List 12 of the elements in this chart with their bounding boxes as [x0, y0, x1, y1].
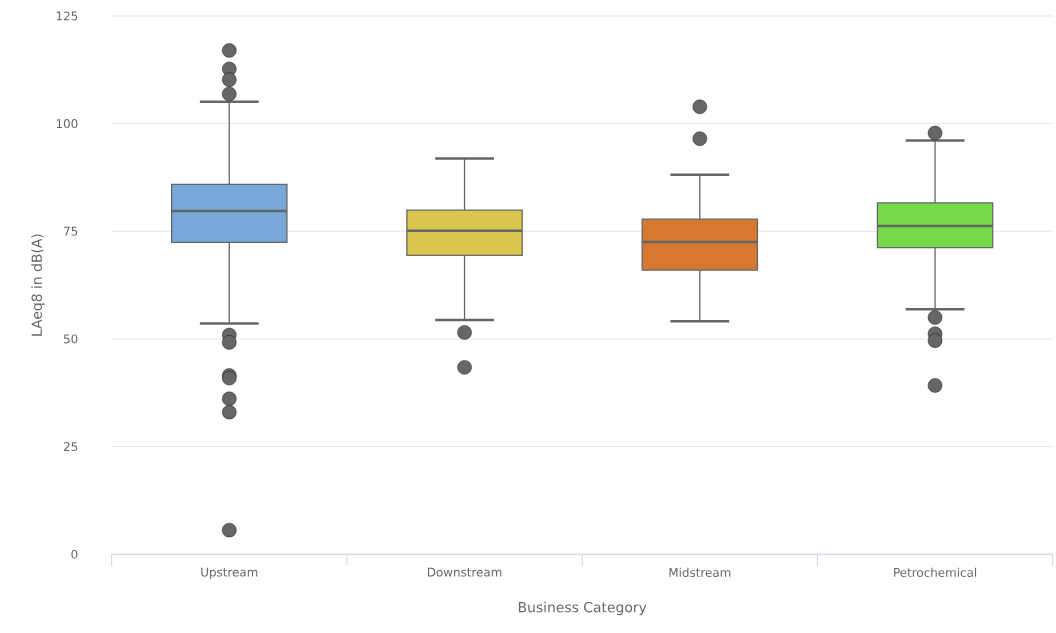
x-axis-title: Business Category — [518, 601, 647, 616]
x-tick-label: Petrochemical — [894, 567, 977, 577]
x-tick-label: Downstream — [427, 567, 502, 577]
x-tick-label: Upstream — [201, 567, 258, 579]
y-tick-label: 0 — [71, 549, 78, 559]
y-axis-title: LAeq8 in dB(A) — [31, 234, 45, 336]
y-tick-label: 75 — [64, 226, 78, 236]
y-tick-label: 125 — [56, 11, 78, 21]
x-tick-label: Midstream — [669, 567, 731, 577]
y-tick-label: 100 — [56, 119, 78, 129]
y-tick-label: 25 — [63, 442, 78, 452]
y-tick-label: 50 — [63, 334, 78, 344]
